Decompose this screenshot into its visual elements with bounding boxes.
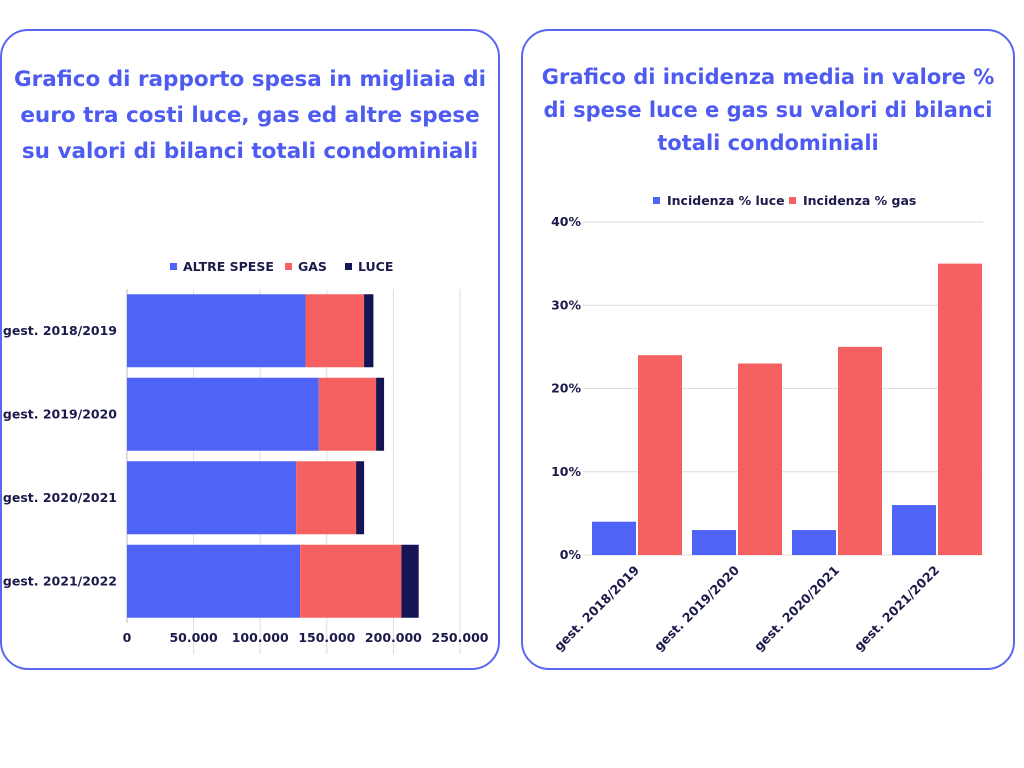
- bar-luce: [376, 377, 385, 451]
- y-tick-label: 10%: [551, 464, 581, 479]
- bar-luce: [364, 294, 374, 368]
- category-label: gest. 2018/2019: [551, 563, 642, 654]
- y-tick-label: 0%: [560, 547, 582, 562]
- legend-swatch: [170, 263, 177, 270]
- bar-incidenza-luce: [692, 530, 736, 555]
- legend-label: GAS: [298, 259, 327, 274]
- y-tick-label: 40%: [551, 214, 581, 229]
- left-chart-panel: Grafico di rapporto spesa in migliaia di…: [0, 29, 500, 670]
- category-label: gest. 2021/2022: [3, 573, 117, 588]
- category-label: gest. 2020/2021: [3, 490, 117, 505]
- category-label: gest. 2019/2020: [3, 406, 117, 421]
- bar-gas: [305, 294, 365, 368]
- bar-incidenza-luce: [592, 521, 636, 555]
- bar-incidenza-luce: [892, 505, 936, 555]
- x-tick-label: 200.000: [365, 630, 422, 645]
- bar-altre-spese: [127, 294, 306, 368]
- category-label: gest. 2018/2019: [3, 323, 117, 338]
- x-tick-label: 100.000: [232, 630, 289, 645]
- legend-swatch: [653, 197, 660, 204]
- bar-altre-spese: [127, 544, 301, 618]
- bar-gas: [296, 461, 357, 535]
- bar-incidenza-gas: [838, 346, 882, 555]
- bar-luce: [401, 544, 419, 618]
- bar-luce: [356, 461, 365, 535]
- legend-label: LUCE: [358, 259, 393, 274]
- legend-label: ALTRE SPESE: [183, 259, 274, 274]
- legend-label: Incidenza % luce: [667, 193, 785, 208]
- category-label: gest. 2020/2021: [751, 563, 842, 654]
- grouped-bar-chart: 0% 10% 20% 30% 40% Incidenza % luce Incidenza …: [551, 193, 983, 654]
- bar-gas: [300, 544, 402, 618]
- legend-swatch: [789, 197, 796, 204]
- bar-gas: [318, 377, 377, 451]
- y-tick-label: 20%: [551, 381, 581, 396]
- bar-incidenza-gas: [738, 363, 782, 555]
- right-chart-panel: Grafico di incidenza media in valore % d…: [521, 29, 1015, 670]
- x-tick-label: 250.000: [432, 630, 489, 645]
- legend-swatch: [285, 263, 292, 270]
- bar-incidenza-gas: [938, 263, 982, 555]
- left-chart-title: Grafico di rapporto spesa in migliaia di…: [14, 67, 486, 164]
- bar-incidenza-luce: [792, 530, 836, 555]
- bar-incidenza-gas: [638, 355, 682, 555]
- x-tick-label: 50.000: [169, 630, 218, 645]
- legend-label: Incidenza % gas: [803, 193, 916, 208]
- legend-swatch: [345, 263, 352, 270]
- right-chart-title: Grafico di incidenza media in valore % d…: [541, 65, 995, 155]
- y-tick-label: 30%: [551, 297, 581, 312]
- x-tick-label: 150.000: [298, 630, 355, 645]
- bar-altre-spese: [127, 377, 319, 451]
- category-label: gest. 2021/2022: [851, 563, 942, 654]
- bar-altre-spese: [127, 461, 297, 535]
- x-tick-label: 0: [123, 630, 132, 645]
- stacked-bar-chart: 0 50.000 100.000 150.000 200.000 250.000 ALTRE…: [3, 259, 489, 654]
- category-label: gest. 2019/2020: [651, 562, 742, 653]
